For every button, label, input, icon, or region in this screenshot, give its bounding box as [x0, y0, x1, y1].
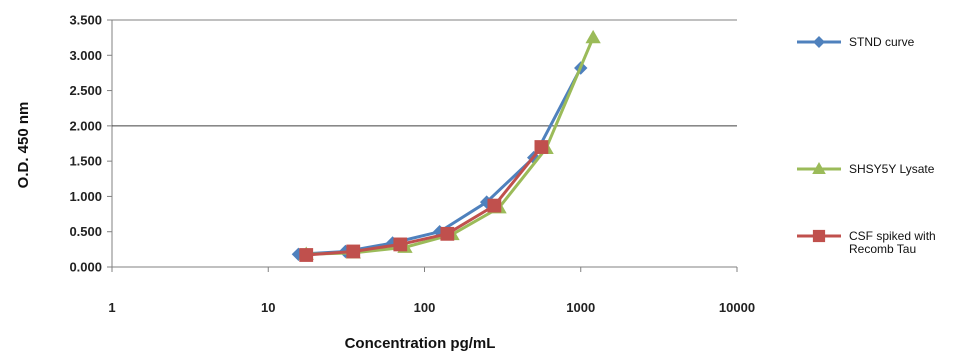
series-3: [299, 140, 549, 262]
y-tick-label: 3.500: [69, 13, 102, 28]
data-point: [346, 244, 361, 259]
y-tick-label: 2.000: [69, 118, 102, 133]
y-tick-label: 3.000: [69, 48, 102, 63]
legend-label: SHSY5Y Lysate: [849, 162, 935, 176]
legend-label: CSF spiked with: [849, 229, 936, 243]
y-tick-label: 1.000: [69, 189, 102, 204]
y-tick-label: 0.500: [69, 224, 102, 239]
legend-item-2: SHSY5Y Lysate: [797, 162, 935, 176]
y-tick-label: 0.000: [69, 260, 102, 275]
x-tick-label: 1: [108, 300, 115, 315]
legend-marker: [813, 36, 825, 48]
legend: STND curve SHSY5Y Lysate CSF spiked withRe…: [797, 35, 936, 256]
x-tick-label: 10000: [719, 300, 755, 315]
series-line: [306, 146, 543, 257]
x-axis-title: Concentration pg/mL: [345, 335, 496, 352]
x-tick-label: 100: [414, 300, 436, 315]
data-point: [299, 248, 314, 262]
data-point: [487, 198, 502, 213]
x-tick-label: 10: [261, 300, 275, 315]
y-axis-ticks: 0.000 0.500 1.000 1.500 2.000 2.500 3.000 3.500: [69, 13, 112, 275]
data-point: [534, 140, 549, 154]
y-tick-label: 2.500: [69, 83, 102, 98]
series-line: [306, 37, 595, 256]
legend-marker: [812, 229, 826, 243]
legend-item-1: STND curve: [797, 35, 915, 49]
y-axis-title: O.D. 450 nm: [15, 102, 32, 189]
data-point: [393, 237, 408, 252]
series-1: [291, 61, 588, 262]
x-tick-label: 1000: [566, 300, 595, 315]
series-layer: [291, 29, 601, 262]
data-point: [440, 226, 455, 241]
legend-marker: [812, 162, 826, 174]
x-axis-ticks: 1 10 100 1000 10000: [108, 267, 755, 315]
legend-label: STND curve: [849, 35, 915, 49]
legend-label: Recomb Tau: [849, 242, 916, 256]
data-point: [585, 29, 601, 44]
y-tick-label: 1.500: [69, 154, 102, 169]
plot-area: [111, 19, 737, 268]
